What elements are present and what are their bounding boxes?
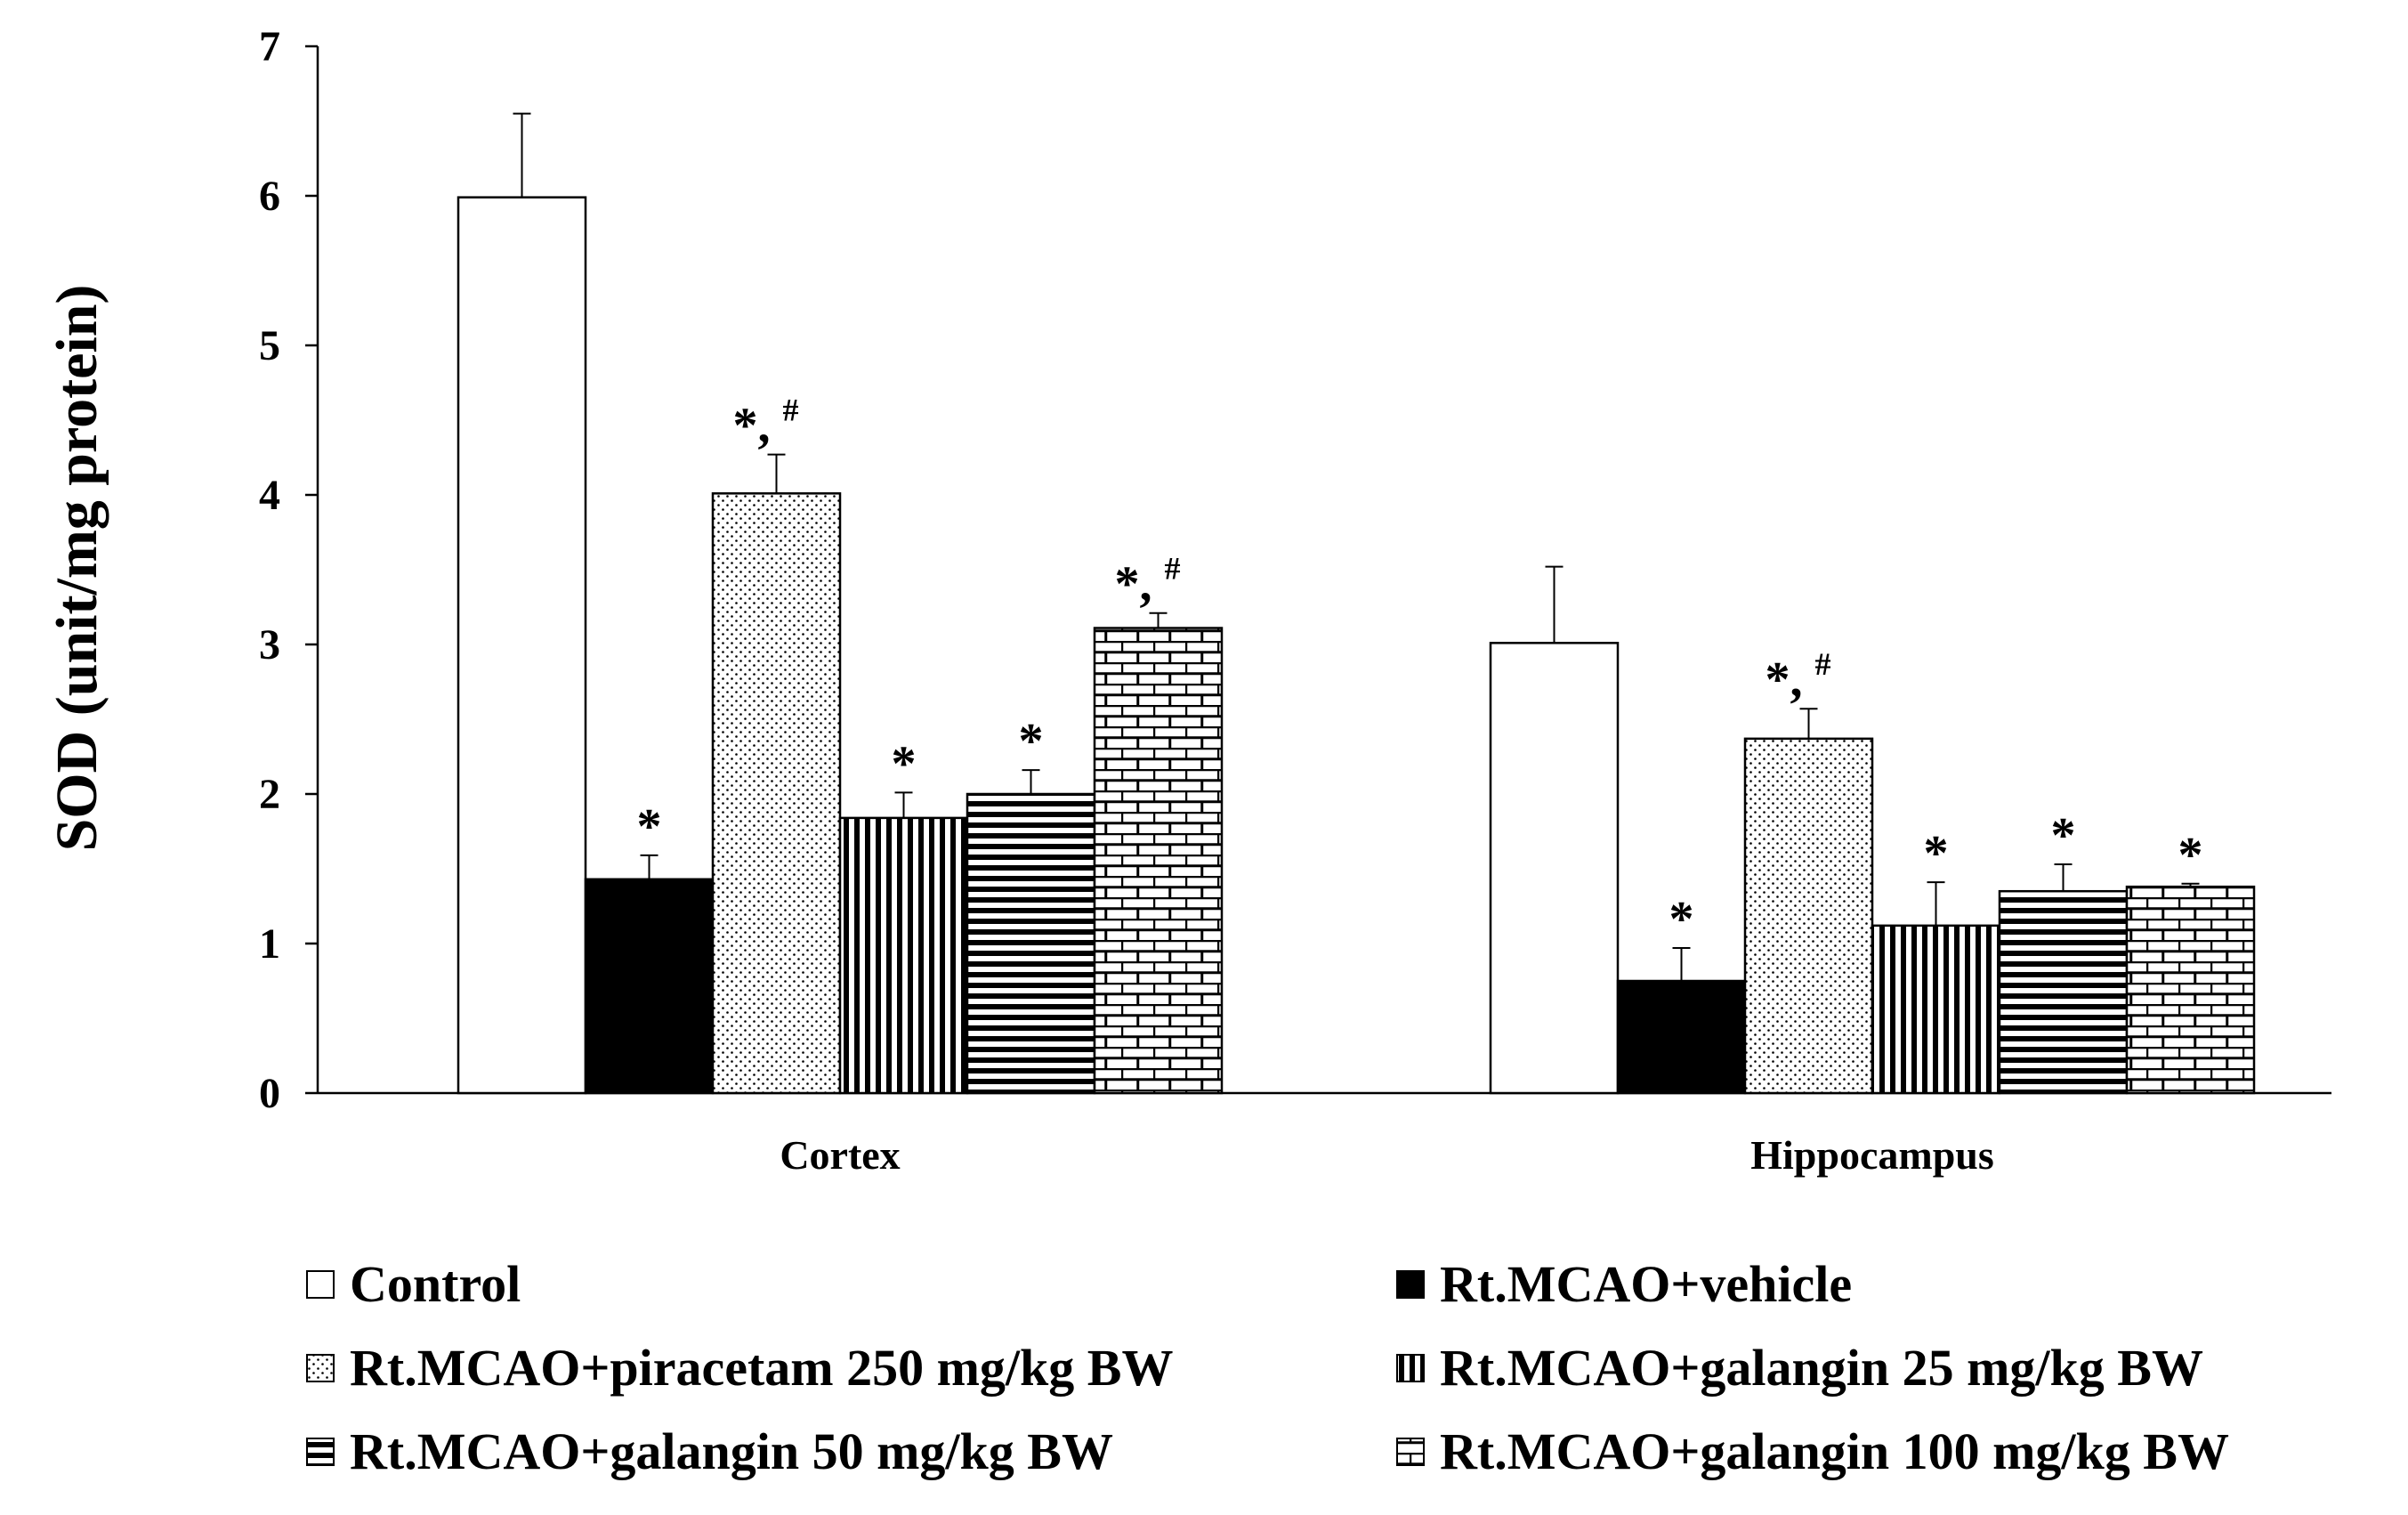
- significance-star: *: [2178, 828, 2203, 883]
- legend-label: Rt.MCAO+vehicle: [1440, 1255, 1852, 1313]
- significance-star: *: [2051, 808, 2076, 863]
- bar-0-0: [457, 196, 587, 1095]
- legend-swatch: [1396, 1354, 1425, 1382]
- bar-0-1: [584, 878, 715, 1095]
- significance-star: *: [892, 736, 917, 791]
- y-tick-label: 4: [259, 472, 280, 519]
- significance-star: *: [1924, 826, 1949, 881]
- y-tick-label: 1: [259, 920, 280, 968]
- y-tick-label: 5: [259, 322, 280, 369]
- bar-1-3: [1871, 924, 2001, 1095]
- bar-1-1: [1616, 979, 1747, 1095]
- bar-0-5: [1093, 627, 1224, 1095]
- y-tick-label: 7: [259, 23, 280, 70]
- y-tick-label: 2: [259, 771, 280, 818]
- plot-layer: 0 1 2 3 4 5 6 7 * * *, # *, # * * * * *, # * Cortex Hippocampu…: [259, 23, 2331, 1178]
- significance-mark: *, #: [733, 393, 799, 454]
- legend-swatch: [306, 1354, 335, 1382]
- y-tick-label: 0: [259, 1070, 280, 1117]
- legend-swatch: [306, 1438, 335, 1466]
- legend-label: Rt.MCAO+galangin 25 mg/kg BW: [1440, 1339, 2203, 1397]
- y-tick-label: 6: [259, 173, 280, 220]
- bar-0-4: [966, 792, 1096, 1095]
- significance-mark: *, #: [1115, 551, 1181, 612]
- legend-swatch: [1396, 1438, 1425, 1466]
- legend-label: Control: [350, 1255, 521, 1313]
- bar-1-4: [1998, 889, 2129, 1095]
- significance-star: *: [637, 799, 662, 855]
- bar-0-2: [711, 492, 842, 1095]
- x-category-label: Cortex: [780, 1132, 900, 1178]
- bar-1-0: [1489, 642, 1620, 1095]
- y-axis-label: SOD (unit/mg protein): [44, 285, 109, 852]
- legend-label: Rt.MCAO+piracetam 250 mg/kg BW: [350, 1339, 1173, 1397]
- bar-1-5: [2125, 885, 2256, 1095]
- legend-label: Rt.MCAO+galangin 50 mg/kg BW: [350, 1422, 1113, 1480]
- legend: Control Rt.MCAO+vehicle Rt.MCAO+piracetam …: [306, 1255, 2229, 1480]
- significance-mark: *, #: [1766, 646, 1831, 708]
- legend-swatch: [306, 1270, 335, 1299]
- legend-label: Rt.MCAO+galangin 100 mg/kg BW: [1440, 1422, 2229, 1480]
- bar-1-2: [1743, 737, 1874, 1095]
- significance-star: *: [1019, 714, 1044, 769]
- significance-star: *: [1669, 892, 1694, 947]
- legend-swatch: [1396, 1270, 1425, 1299]
- x-category-label: Hippocampus: [1750, 1132, 1994, 1178]
- bar-0-3: [838, 816, 969, 1095]
- y-tick-label: 3: [259, 621, 280, 668]
